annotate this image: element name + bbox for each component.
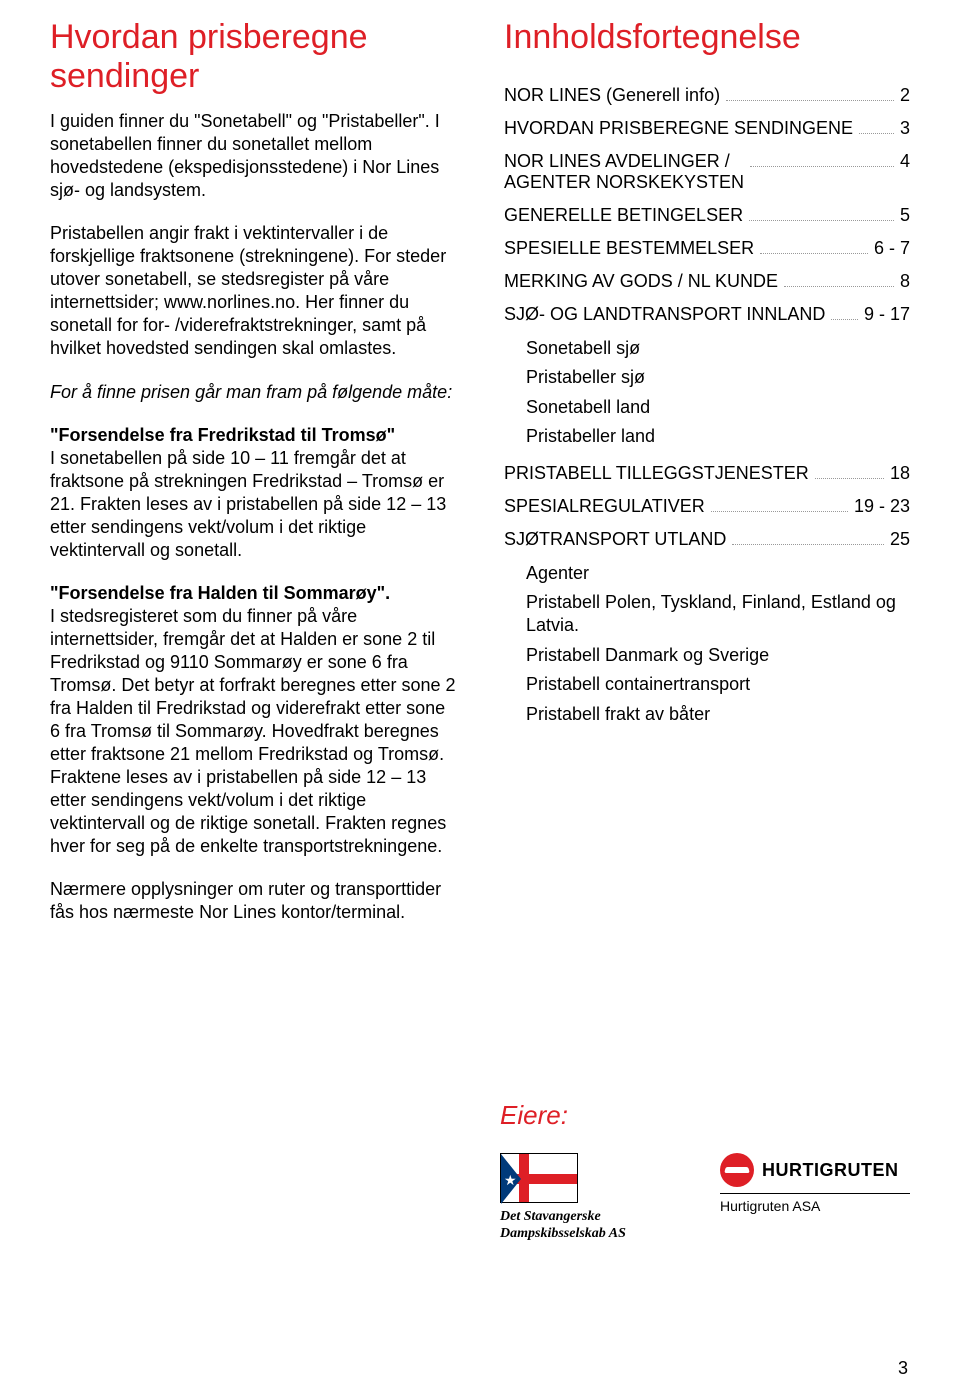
toc-sub: Pristabell frakt av båter <box>504 703 910 726</box>
owners-section: Eiere: ★ Det Stavangerske Dampskibsselsk… <box>500 1100 910 1243</box>
toc-sub: Agenter <box>504 562 910 585</box>
toc-page: 18 <box>890 463 910 484</box>
toc-dots <box>859 133 894 134</box>
right-column: Innholdsfortegnelse NOR LINES (Generell … <box>504 18 910 944</box>
toc-page: 25 <box>890 529 910 550</box>
hurtigruten-wordmark: HURTIGRUTEN <box>762 1160 899 1181</box>
toc-sub: Pristabell Danmark og Sverige <box>504 644 910 667</box>
toc-row: SPESIELLE BESTEMMELSER 6 - 7 <box>504 238 910 259</box>
page-number: 3 <box>898 1358 908 1379</box>
hurtigruten-subtext: Hurtigruten ASA <box>720 1198 910 1214</box>
logo1-line2: Dampskibsselskab AS <box>500 1226 660 1243</box>
toc-block-sjo: SJØ- OG LANDTRANSPORT INNLAND 9 - 17 Son… <box>504 304 910 449</box>
toc-sub: Sonetabell land <box>504 396 910 419</box>
toc-label: GENERELLE BETINGELSER <box>504 205 743 226</box>
toc-sub: Pristabeller land <box>504 425 910 448</box>
toc-page: 8 <box>900 271 910 292</box>
logo-stavangerske: ★ Det Stavangerske Dampskibsselskab AS <box>500 1153 660 1243</box>
toc-page: 6 - 7 <box>874 238 910 259</box>
toc-dots <box>784 286 894 287</box>
toc-label: PRISTABELL TILLEGGSTJENESTER <box>504 463 809 484</box>
toc-row: MERKING AV GODS / NL KUNDE 8 <box>504 271 910 292</box>
hurtigruten-icon <box>720 1153 754 1187</box>
right-heading: Innholdsfortegnelse <box>504 18 910 57</box>
toc-page: 2 <box>900 85 910 106</box>
toc-sub: Pristabell containertransport <box>504 673 910 696</box>
toc-label: MERKING AV GODS / NL KUNDE <box>504 271 778 292</box>
toc-dots <box>711 511 848 512</box>
toc-block-utland: SJØTRANSPORT UTLAND 25 Agenter Pristabel… <box>504 529 910 726</box>
toc-page: 19 - 23 <box>854 496 910 517</box>
toc-row: NOR LINES AVDELINGER / AGENTER NORSKEKYS… <box>504 151 910 193</box>
example2-body-2: Fraktene leses av i pristabellen på side… <box>50 767 446 856</box>
toc-sub: Sonetabell sjø <box>504 337 910 360</box>
paragraph-intro-1: I guiden finner du "Sonetabell" og "Pris… <box>50 110 458 202</box>
toc-row: NOR LINES (Generell info) 2 <box>504 85 910 106</box>
toc-row: PRISTABELL TILLEGGSTJENESTER 18 <box>504 463 910 484</box>
paragraph-instruction: For å finne prisen går man fram på følge… <box>50 381 458 404</box>
flag-icon: ★ <box>500 1153 578 1203</box>
toc-dots <box>760 253 868 254</box>
toc-page: 3 <box>900 118 910 139</box>
example2-body: I stedsregisteret som du finner på våre … <box>50 606 456 764</box>
toc-dots <box>831 319 858 320</box>
toc-label: SJØ- OG LANDTRANSPORT INNLAND <box>504 304 825 325</box>
left-heading: Hvordan prisberegne sendinger <box>50 18 458 96</box>
owners-logos: ★ Det Stavangerske Dampskibsselskab AS H… <box>500 1153 910 1243</box>
example1-title: "Forsendelse fra Fredrikstad til Tromsø" <box>50 425 395 445</box>
toc-row: SPESIALREGULATIVER 19 - 23 <box>504 496 910 517</box>
toc-label: NOR LINES AVDELINGER / AGENTER NORSKEKYS… <box>504 151 744 193</box>
owners-heading: Eiere: <box>500 1100 910 1131</box>
toc-row: SJØ- OG LANDTRANSPORT INNLAND 9 - 17 <box>504 304 910 325</box>
logo1-line1: Det Stavangerske <box>500 1209 660 1226</box>
toc-label: HVORDAN PRISBEREGNE SENDINGENE <box>504 118 853 139</box>
paragraph-example-1: "Forsendelse fra Fredrikstad til Tromsø"… <box>50 424 458 562</box>
toc-dots <box>750 166 894 167</box>
toc-row: SJØTRANSPORT UTLAND 25 <box>504 529 910 550</box>
toc-page: 4 <box>900 151 910 172</box>
toc-page: 9 - 17 <box>864 304 910 325</box>
toc-label: NOR LINES (Generell info) <box>504 85 720 106</box>
left-column: Hvordan prisberegne sendinger I guiden f… <box>50 18 458 944</box>
paragraph-footer: Nærmere opplysninger om ruter og transpo… <box>50 878 458 924</box>
toc-row: GENERELLE BETINGELSER 5 <box>504 205 910 226</box>
toc-row: HVORDAN PRISBEREGNE SENDINGENE 3 <box>504 118 910 139</box>
paragraph-example-2: "Forsendelse fra Halden til Sommarøy". I… <box>50 582 458 858</box>
logo-hurtigruten: HURTIGRUTEN Hurtigruten ASA <box>720 1153 910 1214</box>
toc-label: SPESIELLE BESTEMMELSER <box>504 238 754 259</box>
paragraph-intro-2: Pristabellen angir frakt i vektintervall… <box>50 222 458 360</box>
toc-label: SPESIALREGULATIVER <box>504 496 705 517</box>
toc-dots <box>732 544 884 545</box>
toc-dots <box>815 478 884 479</box>
toc-page: 5 <box>900 205 910 226</box>
toc-sub: Pristabell Polen, Tyskland, Finland, Est… <box>504 591 910 638</box>
example1-body: I sonetabellen på side 10 – 11 fremgår d… <box>50 448 446 560</box>
toc-label: SJØTRANSPORT UTLAND <box>504 529 726 550</box>
toc-sub: Pristabeller sjø <box>504 366 910 389</box>
example2-title: "Forsendelse fra Halden til Sommarøy". <box>50 583 390 603</box>
toc-dots <box>749 220 894 221</box>
toc-dots <box>726 100 894 101</box>
instruction-em: For å finne prisen går man fram på følge… <box>50 382 452 402</box>
